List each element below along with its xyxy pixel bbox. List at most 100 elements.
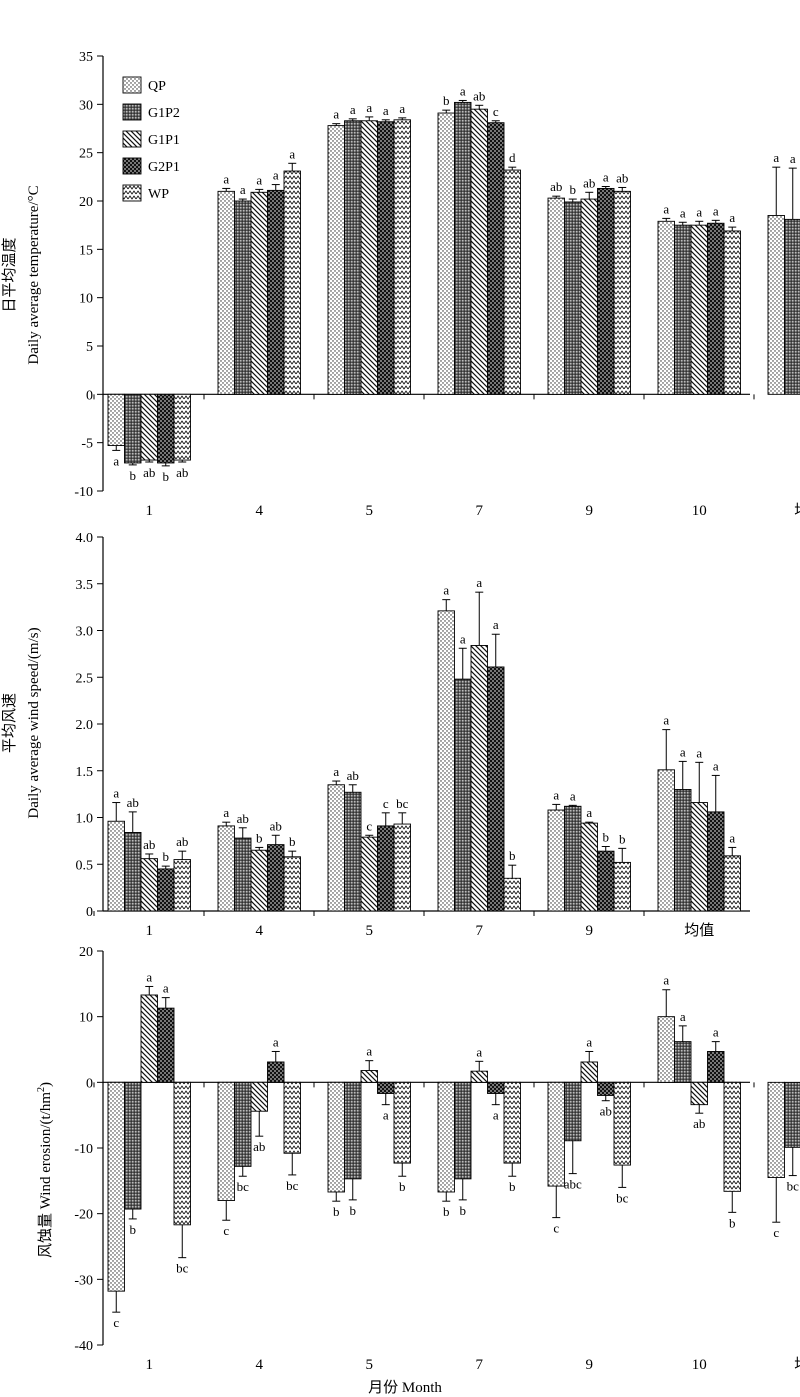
significance-label: a: [790, 151, 796, 166]
bar: [217, 825, 235, 912]
significance-label: b: [130, 468, 137, 483]
bar: [344, 1081, 362, 1180]
legend-label: WP: [148, 187, 169, 202]
significance-label: b: [443, 1204, 450, 1219]
bar: [613, 1081, 631, 1166]
significance-label: a: [350, 102, 356, 117]
legend-swatch: [122, 157, 142, 175]
wind-speed-ylabel-en: Daily average wind speed/(m/s): [26, 627, 42, 818]
y-tick-label: -10: [74, 1142, 93, 1157]
bar: [124, 832, 142, 912]
bar: [690, 1081, 708, 1106]
bar: [690, 224, 708, 395]
bar: [157, 393, 175, 464]
y-tick-label: 2.0: [76, 718, 94, 733]
y-tick-label: 0: [86, 388, 93, 403]
bar: [173, 859, 191, 912]
legend: QP G1P2 G1P1 G2P1 WP: [122, 76, 180, 202]
bar: [487, 1081, 505, 1094]
significance-label: ab: [176, 834, 188, 849]
significance-label: a: [146, 969, 152, 984]
significance-label: b: [256, 830, 263, 845]
bar: [157, 868, 175, 912]
significance-label: a: [223, 171, 229, 186]
bar: [707, 811, 725, 912]
significance-label: a: [113, 786, 119, 801]
significance-label: a: [460, 631, 466, 646]
bar: [723, 855, 741, 912]
y-tick-label: 3.0: [76, 625, 94, 640]
significance-label: b: [509, 848, 516, 863]
significance-label: a: [773, 150, 779, 165]
significance-label: b: [399, 1179, 406, 1194]
significance-label: ab: [143, 837, 155, 852]
y-tick-label: 0.5: [76, 858, 94, 873]
significance-label: b: [570, 182, 577, 197]
significance-label: c: [383, 796, 389, 811]
bar: [454, 678, 472, 912]
bar: [564, 201, 582, 395]
bar: [613, 861, 631, 912]
significance-label: a: [399, 101, 405, 116]
significance-label: b: [729, 1215, 736, 1230]
significance-label: ab: [127, 795, 139, 810]
legend-swatch: [122, 130, 142, 148]
x-tick-label: 4: [256, 503, 264, 519]
significance-label: bc: [237, 1179, 250, 1194]
bar: [707, 222, 725, 395]
significance-label: c: [366, 818, 372, 833]
legend-label: QP: [148, 79, 166, 94]
bar: [360, 120, 378, 395]
significance-label: a: [493, 617, 499, 632]
bar: [107, 1081, 125, 1292]
x-tick-label: 1: [146, 1357, 154, 1373]
x-tick-label: 9: [586, 503, 594, 519]
significance-label: a: [333, 107, 339, 122]
significance-label: a: [586, 805, 592, 820]
legend-label: G1P1: [148, 133, 180, 148]
bar: [283, 170, 301, 395]
significance-label: b: [603, 829, 610, 844]
bar: [217, 190, 235, 395]
bar: [564, 1081, 582, 1142]
bar: [547, 809, 565, 912]
significance-label: ab: [550, 179, 562, 194]
bar: [377, 1081, 395, 1094]
y-tick-label: 10: [79, 292, 93, 307]
bar: [283, 856, 301, 912]
bar: [234, 200, 252, 395]
y-tick-label: 20: [79, 195, 93, 210]
y-tick-label: 35: [79, 50, 93, 65]
y-tick-label: -30: [74, 1273, 93, 1288]
bar: [344, 791, 362, 912]
legend-label: G2P1: [148, 160, 180, 175]
bar: [267, 189, 285, 395]
bar: [234, 1081, 252, 1167]
significance-label: c: [553, 1221, 559, 1236]
significance-label: ab: [616, 170, 628, 185]
bar: [674, 789, 692, 912]
significance-label: a: [586, 1034, 592, 1049]
significance-label: bc: [787, 1179, 800, 1194]
bar: [377, 825, 395, 912]
y-tick-label: 3.5: [76, 578, 94, 593]
y-tick-label: -10: [74, 485, 93, 500]
y-tick-label: 5: [86, 340, 93, 355]
bar: [597, 187, 615, 395]
x-tick-label: 均值: [684, 922, 714, 939]
significance-label: c: [223, 1223, 229, 1238]
significance-label: ab: [270, 818, 282, 833]
x-tick-label: 10: [692, 1357, 707, 1373]
bar: [707, 1051, 725, 1083]
bar: [267, 1061, 285, 1083]
bar: [157, 1007, 175, 1083]
bar: [437, 610, 455, 912]
significance-label: a: [713, 1025, 719, 1040]
bar: [580, 822, 598, 912]
significance-label: a: [240, 182, 246, 197]
significance-label: a: [333, 764, 339, 779]
x-tick-label: 7: [476, 1357, 484, 1373]
temperature-ylabel-en: Daily average temperature/°C: [26, 185, 42, 364]
